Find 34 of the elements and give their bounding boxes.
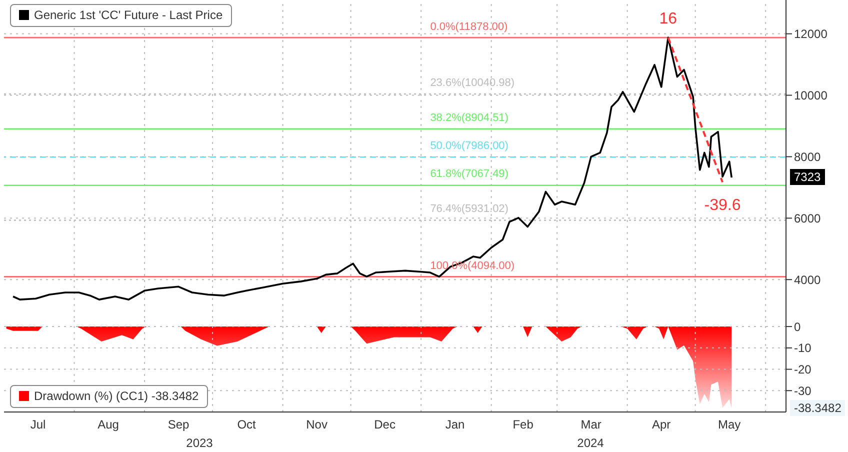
x-tick-label: Sep	[168, 418, 190, 432]
ref-line-label: 23.6%(10040.98)	[430, 76, 515, 90]
x-tick-label: Oct	[237, 418, 257, 432]
x-tick-label: Nov	[306, 418, 328, 432]
y-tick-label: -20	[794, 362, 812, 377]
x-tick-label: Aug	[98, 418, 119, 432]
y-tick-label: -30	[794, 384, 812, 398]
ref-line-label: 0.0%(11878.00)	[430, 20, 508, 34]
ref-line-label: 61.8%(7067.49)	[430, 168, 508, 182]
text: 2024	[576, 436, 605, 450]
legend-label: Drawdown (%) (CC1) -38.3482	[34, 389, 199, 403]
x-tick-label: Dec	[374, 418, 396, 432]
annotation: 16	[659, 10, 678, 28]
y-tick-label: 0	[794, 320, 801, 334]
text: 7323	[790, 169, 825, 186]
y-tick-label: -10	[794, 341, 812, 356]
x-tick-label: Apr	[652, 418, 671, 432]
y-tick-label: 10000	[794, 88, 828, 103]
x-tick-label: Feb	[512, 418, 534, 432]
x-tick-label: Mar	[580, 418, 602, 432]
x-tick-label: Jan	[445, 418, 465, 432]
y-tick-label: 4000	[794, 272, 822, 287]
y-tick-label: 8000	[794, 150, 822, 164]
ref-line-label: 76.4%(5931.02)	[430, 203, 508, 216]
legend-label: Generic 1st 'CC' Future - Last Price	[34, 8, 223, 22]
ref-line-label: 38.2%(8904.51)	[430, 112, 508, 125]
x-tick-label: Jul	[30, 418, 46, 432]
x-tick-label: May	[718, 418, 741, 432]
text: 2023	[185, 436, 214, 450]
annotation: -39.6	[704, 197, 741, 214]
text: -38.3482	[790, 400, 846, 416]
y-tick-label: 12000	[794, 27, 828, 42]
ref-line-label: 50.0%(7986.00)	[430, 140, 508, 154]
y-tick-label: 6000	[794, 211, 822, 226]
